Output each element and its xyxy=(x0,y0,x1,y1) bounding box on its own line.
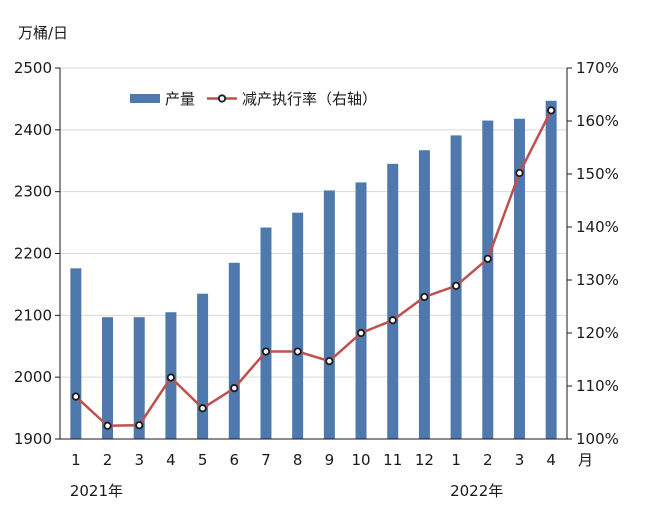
line-point-15 xyxy=(515,168,524,178)
x-tick-label: 6 xyxy=(230,451,240,469)
line-path xyxy=(74,109,553,428)
line-point-13 xyxy=(451,281,461,290)
bar-3 xyxy=(133,317,145,439)
legend-line-label: 减产执行率（右轴） xyxy=(242,90,377,108)
line-point-8 xyxy=(293,347,302,356)
x-tick-label: 8 xyxy=(293,451,303,469)
x-tick-label: 2 xyxy=(103,451,113,469)
line-point-3 xyxy=(135,421,144,430)
year-label: 2022年 xyxy=(450,482,503,500)
right-tick-label: 170% xyxy=(576,59,619,77)
x-tick-label: 7 xyxy=(261,451,271,469)
bar-15 xyxy=(513,118,525,439)
line-point-11 xyxy=(388,316,397,325)
line-point-7 xyxy=(261,347,271,356)
line-point-2 xyxy=(103,421,112,430)
bar-11 xyxy=(387,163,399,439)
bar-series xyxy=(70,100,557,440)
line-point-6 xyxy=(230,384,239,393)
line-point-1 xyxy=(71,392,80,401)
x-tick-label: 4 xyxy=(166,451,176,469)
line-series xyxy=(71,106,556,430)
bar-14 xyxy=(482,120,494,439)
line-point-4 xyxy=(166,373,176,382)
bar-6 xyxy=(228,262,240,439)
right-tick-label: 160% xyxy=(576,112,619,130)
year-label: 2021年 xyxy=(70,482,123,500)
x-tick-label: 2 xyxy=(483,451,493,469)
bar-16 xyxy=(545,100,557,439)
right-tick-label: 130% xyxy=(576,271,619,289)
bar-8 xyxy=(292,212,304,439)
bar-1 xyxy=(70,268,82,439)
right-tick-label: 110% xyxy=(576,377,619,395)
right-tick-label: 100% xyxy=(576,430,619,448)
left-axis-unit: 万桶/日 xyxy=(18,24,69,42)
legend-line-marker xyxy=(217,94,227,103)
line-point-5 xyxy=(198,404,207,413)
x-tick-label: 10 xyxy=(351,451,370,469)
x-tick-label: 3 xyxy=(515,451,525,469)
line-point-14 xyxy=(483,254,492,263)
left-tick-label: 2300 xyxy=(14,183,52,201)
bar-2 xyxy=(102,317,114,439)
x-tick-label: 3 xyxy=(134,451,144,469)
bar-5 xyxy=(197,293,209,439)
line-point-16 xyxy=(547,106,556,115)
x-tick-label: 1 xyxy=(71,451,81,469)
left-tick-label: 2500 xyxy=(14,59,52,77)
legend-bar-label: 产量 xyxy=(165,90,195,108)
line-point-9 xyxy=(325,356,334,366)
left-axis-ticks: 1900 2000 2100 2200 2300 2400 2500 xyxy=(14,59,60,448)
right-tick-label: 150% xyxy=(576,165,619,183)
bar-7 xyxy=(260,227,272,439)
right-tick-label: 140% xyxy=(576,218,619,236)
right-axis-ticks: 100% 110% 120% 130% 140% 150% 160% 170% xyxy=(567,59,619,448)
x-tick-label: 1 xyxy=(451,451,461,469)
legend: 产量 减产执行率（右轴） xyxy=(130,90,377,108)
line-point-10 xyxy=(356,328,366,338)
x-axis-unit: 月 xyxy=(578,451,593,469)
left-tick-label: 2200 xyxy=(14,245,52,263)
x-tick-label: 12 xyxy=(415,451,434,469)
legend-bar-swatch xyxy=(130,94,160,103)
x-tick-label: 4 xyxy=(546,451,556,469)
x-tick-label: 5 xyxy=(198,451,208,469)
bar-10 xyxy=(355,182,367,439)
x-tick-label: 9 xyxy=(325,451,335,469)
left-tick-label: 1900 xyxy=(14,430,52,448)
left-tick-label: 2000 xyxy=(14,368,52,386)
line-point-12 xyxy=(420,292,429,302)
bar-9 xyxy=(323,190,335,439)
right-tick-label: 120% xyxy=(576,324,619,342)
left-tick-label: 2400 xyxy=(14,121,52,139)
left-tick-label: 2100 xyxy=(14,306,52,324)
x-tick-label: 11 xyxy=(383,451,402,469)
